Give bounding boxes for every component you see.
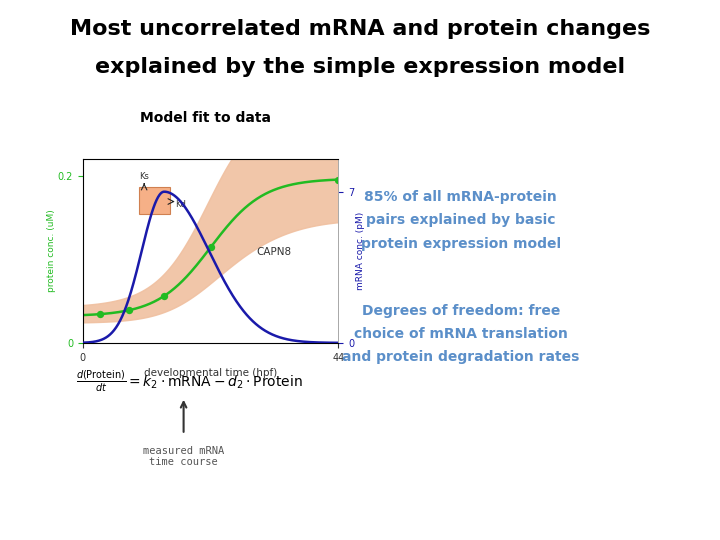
Point — [204, 243, 216, 252]
Y-axis label: mRNA conc. (pM): mRNA conc. (pM) — [356, 212, 365, 290]
Text: and protein degradation rates: and protein degradation rates — [342, 350, 580, 364]
X-axis label: developmental time (hpf): developmental time (hpf) — [144, 368, 277, 378]
Point — [333, 176, 344, 184]
Point — [158, 292, 170, 300]
Point — [94, 310, 106, 319]
Point — [124, 306, 135, 314]
Text: Degrees of freedom: free: Degrees of freedom: free — [361, 303, 560, 318]
Text: Model fit to data: Model fit to data — [140, 111, 271, 125]
Text: CAPN8: CAPN8 — [256, 247, 292, 257]
Text: 85% of all mRNA-protein: 85% of all mRNA-protein — [364, 190, 557, 204]
Text: $\frac{d(\mathrm{Protein})}{dt} = k_2 \cdot \mathrm{mRNA} - d_2 \cdot \mathrm{Pr: $\frac{d(\mathrm{Protein})}{dt} = k_2 \c… — [76, 368, 302, 394]
Text: explained by the simple expression model: explained by the simple expression model — [95, 57, 625, 77]
Text: Kd: Kd — [175, 200, 186, 209]
Text: Most uncorrelated mRNA and protein changes: Most uncorrelated mRNA and protein chang… — [70, 19, 650, 39]
Text: Ks: Ks — [139, 172, 149, 181]
Text: protein expression model: protein expression model — [361, 237, 561, 251]
Text: choice of mRNA translation: choice of mRNA translation — [354, 327, 568, 341]
FancyBboxPatch shape — [139, 187, 170, 214]
Y-axis label: protein conc. (uM): protein conc. (uM) — [48, 210, 56, 293]
Text: pairs explained by basic: pairs explained by basic — [366, 213, 556, 227]
Text: measured mRNA
time course: measured mRNA time course — [143, 446, 224, 467]
